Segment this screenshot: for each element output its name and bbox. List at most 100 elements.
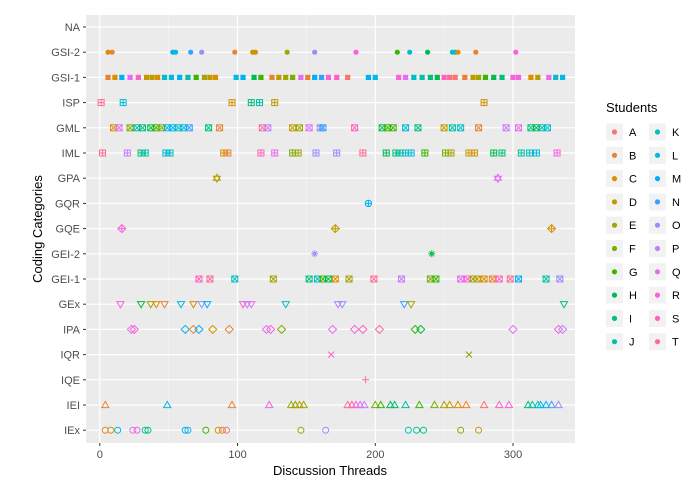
data-point	[541, 400, 551, 409]
data-point	[185, 74, 191, 80]
marker-part	[258, 74, 264, 80]
marker-part	[351, 124, 359, 132]
data-point	[269, 74, 275, 80]
marker-part	[205, 124, 212, 132]
y-tick-label: NA	[65, 22, 81, 34]
marker-part	[452, 74, 458, 80]
data-point	[212, 173, 222, 184]
marker-part	[188, 301, 198, 309]
data-point	[447, 74, 453, 80]
data-point	[413, 426, 421, 434]
legend-key-dot	[611, 269, 618, 275]
marker-part	[129, 426, 137, 434]
marker-part	[553, 324, 564, 335]
marker-part	[493, 173, 503, 181]
marker-part	[396, 74, 402, 80]
legend-label: O	[672, 220, 681, 232]
data-point	[271, 99, 279, 107]
data-point	[546, 74, 552, 80]
marker-part	[155, 74, 161, 80]
data-point	[419, 74, 425, 80]
marker-part	[206, 275, 214, 283]
data-point	[146, 301, 156, 309]
data-point	[425, 49, 431, 55]
x-tick-label: 0	[97, 449, 103, 461]
data-point	[414, 124, 422, 132]
y-tick-label: GQE	[56, 224, 80, 236]
data-point	[465, 351, 473, 358]
data-point	[402, 124, 410, 132]
data-point	[155, 74, 161, 80]
legend-label: T	[672, 337, 679, 349]
data-point	[482, 74, 489, 80]
data-point	[115, 301, 125, 309]
data-point	[197, 301, 207, 309]
marker-part	[414, 124, 422, 132]
marker-part	[406, 301, 416, 309]
marker-part	[510, 74, 516, 80]
data-point	[112, 74, 118, 80]
marker-part	[322, 426, 330, 434]
marker-part	[126, 124, 134, 132]
legend-key-dot	[654, 176, 661, 182]
data-point	[495, 275, 503, 283]
data-point	[430, 400, 439, 409]
marker-part	[144, 426, 152, 434]
marker-part	[314, 275, 321, 283]
marker-part	[269, 275, 277, 283]
marker-part	[370, 275, 378, 283]
marker-part	[256, 99, 263, 106]
marker-part	[427, 74, 433, 80]
marker-part	[229, 99, 236, 106]
data-point	[394, 49, 400, 55]
legend-item: I	[606, 309, 632, 327]
legend-item: P	[649, 240, 679, 257]
data-point	[345, 275, 353, 283]
data-point	[473, 275, 481, 283]
marker-part	[223, 426, 231, 434]
data-point	[345, 74, 351, 80]
y-tick-label: GQR	[55, 198, 80, 210]
marker-part	[425, 49, 431, 55]
marker-part	[533, 150, 540, 156]
data-point	[99, 149, 107, 157]
data-point	[264, 124, 272, 132]
marker-part	[129, 324, 139, 335]
marker-part	[325, 74, 332, 80]
marker-part	[115, 124, 123, 132]
data-point	[202, 301, 212, 309]
data-point	[299, 400, 309, 409]
data-point	[353, 49, 359, 55]
data-point	[330, 223, 341, 234]
marker-part	[312, 49, 318, 55]
data-point	[176, 301, 186, 309]
data-point	[547, 400, 557, 409]
legend-key-dot	[654, 245, 661, 252]
marker-part	[560, 74, 566, 80]
marker-part	[109, 49, 115, 55]
data-point	[168, 74, 175, 80]
data-point	[528, 74, 534, 80]
marker-part	[152, 124, 160, 132]
data-point	[129, 426, 137, 434]
x-tick-label: 100	[228, 449, 246, 461]
marker-part	[202, 426, 210, 434]
legend-label: N	[672, 197, 680, 209]
data-point	[311, 250, 319, 258]
marker-part	[142, 150, 149, 156]
marker-part	[498, 150, 505, 156]
marker-part	[163, 124, 171, 132]
legend-key-dot	[611, 176, 618, 182]
legend-key-dot	[654, 129, 661, 135]
marker-part	[100, 400, 110, 409]
marker-part	[398, 275, 405, 283]
data-point	[322, 426, 330, 434]
marker-part	[389, 124, 397, 132]
legend-item: R	[649, 286, 680, 304]
legend-key-dot	[654, 222, 661, 228]
data-point	[276, 74, 282, 80]
data-point	[333, 149, 341, 157]
marker-part	[556, 275, 564, 283]
data-point	[199, 49, 205, 55]
data-point	[264, 400, 274, 409]
